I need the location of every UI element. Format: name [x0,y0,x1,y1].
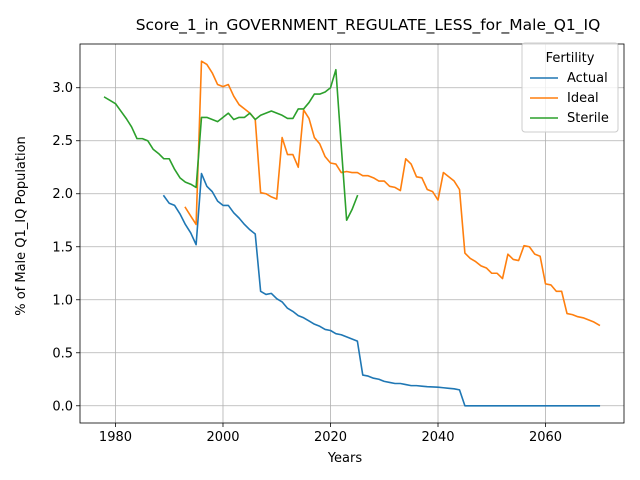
legend-label-actual: Actual [567,71,608,86]
x-tick-label: 1980 [99,430,132,445]
x-tick-label: 2020 [314,430,347,445]
x-axis-label: Years [327,451,363,466]
y-tick-label: 0.0 [52,399,73,414]
legend: Fertility Actual Ideal Sterile [522,43,618,132]
y-tick-label: 2.0 [52,187,73,202]
legend-label-sterile: Sterile [567,111,609,126]
legend-label-ideal: Ideal [567,91,599,106]
chart-title: Score_1_in_GOVERNMENT_REGULATE_LESS_for_… [136,16,601,35]
x-tick-label: 2000 [206,430,239,445]
x-tick-label: 2040 [421,430,454,445]
x-tick-label: 2060 [529,430,562,445]
y-axis-label: % of Male Q1_IQ Population [14,136,29,316]
y-tick-label: 2.5 [52,134,73,149]
y-tick-label: 1.5 [52,240,73,255]
y-tick-label: 1.0 [52,293,73,308]
y-tick-label: 3.0 [52,81,73,96]
y-tick-label: 0.5 [52,346,73,361]
legend-title: Fertility [546,51,595,66]
